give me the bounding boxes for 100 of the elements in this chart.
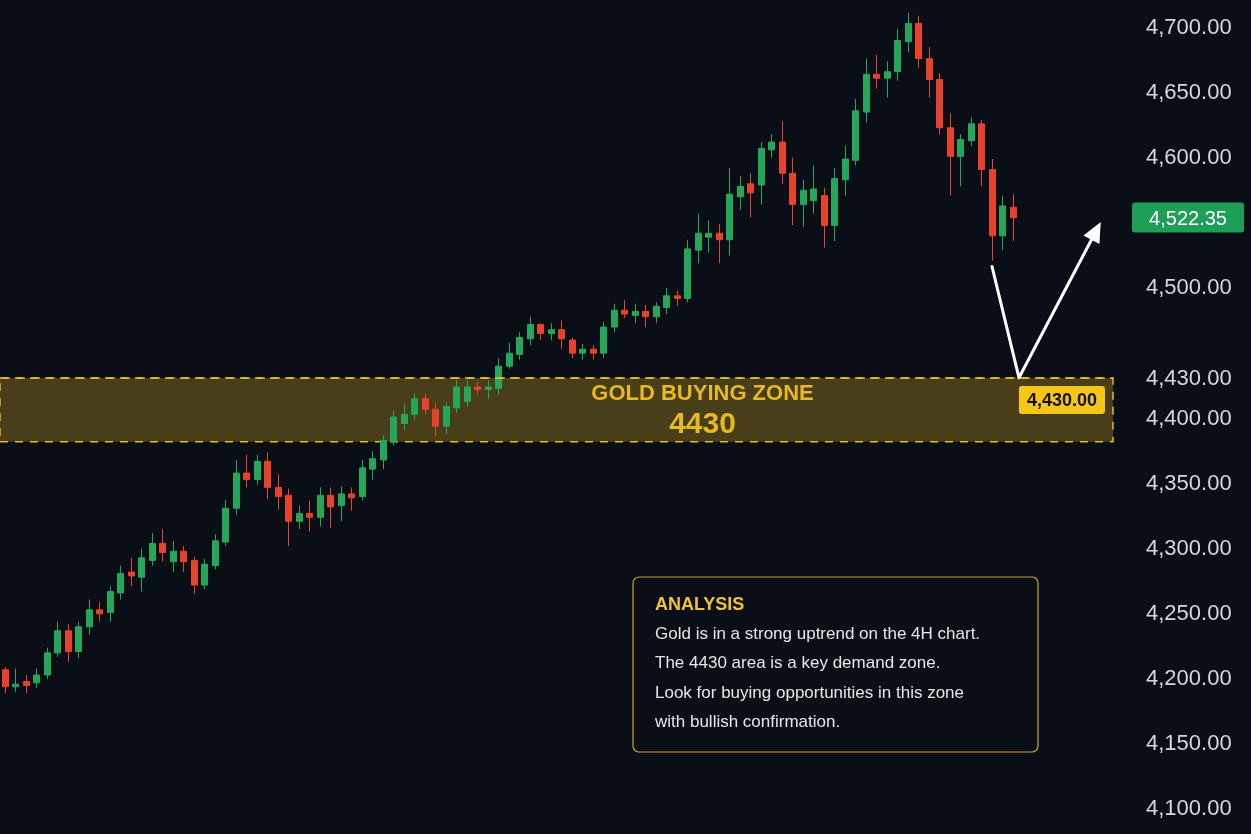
candlestick — [254, 454, 261, 486]
annotation: ANALYSIS — [655, 594, 745, 614]
candlestick — [569, 337, 576, 359]
candlestick — [54, 621, 61, 658]
candlestick — [758, 141, 765, 206]
candlestick — [338, 485, 345, 522]
candlestick — [170, 540, 177, 573]
y-tick-label: 4,430.00 — [1146, 365, 1232, 391]
candlestick — [915, 15, 922, 69]
candlestick — [222, 499, 229, 547]
candlestick — [149, 532, 156, 567]
candlestick — [33, 668, 40, 689]
candlestick — [684, 239, 691, 303]
candlestick — [537, 322, 544, 341]
candlestick — [779, 120, 786, 185]
ref-line-label: 4,430.00 — [1026, 389, 1097, 410]
candlestick — [96, 601, 103, 623]
candlestick — [117, 565, 124, 600]
candlestick — [453, 380, 460, 414]
candlestick — [443, 402, 450, 435]
candlestick — [432, 402, 439, 438]
y-tick-label: 4,650.00 — [1146, 78, 1232, 104]
candlestick — [128, 557, 135, 587]
candlestick — [611, 303, 618, 333]
candlestick — [621, 299, 628, 319]
candlestick — [968, 116, 975, 147]
y-tick-label: 4,400.00 — [1146, 404, 1232, 430]
candlestick — [201, 558, 208, 590]
candlestick — [296, 505, 303, 530]
candlestick — [243, 454, 250, 488]
candlestick — [737, 175, 744, 211]
candlestick — [674, 290, 681, 307]
candlestick — [44, 647, 51, 680]
candlestick — [233, 459, 240, 516]
candlestick — [212, 533, 219, 570]
candlestick — [75, 621, 82, 659]
candlestick — [894, 28, 901, 82]
candlestick — [86, 598, 93, 636]
candlestick — [138, 548, 145, 593]
candlestick — [821, 187, 828, 249]
y-tick-label: 4,100.00 — [1146, 795, 1232, 821]
candlestick — [978, 119, 985, 187]
candlestick — [527, 316, 534, 346]
candlestick — [947, 112, 954, 196]
candlestick — [275, 473, 282, 511]
candlestick — [926, 46, 933, 99]
y-tick-label: 4,350.00 — [1146, 469, 1232, 495]
candlestick — [642, 304, 649, 328]
candlestick — [810, 165, 817, 215]
candlestick — [747, 172, 754, 219]
candlestick — [485, 380, 492, 400]
candlestick — [1010, 193, 1017, 242]
candlestick — [23, 674, 30, 694]
candlestick — [789, 157, 796, 226]
candlestick — [422, 393, 429, 415]
candlestick — [495, 357, 502, 396]
candlestick — [264, 451, 271, 500]
y-tick-label: 4,700.00 — [1146, 13, 1232, 39]
candlestick — [369, 450, 376, 481]
candlestick — [800, 179, 807, 228]
candlestick — [327, 486, 334, 529]
candlestick — [401, 403, 408, 431]
candlestick — [191, 555, 198, 595]
y-tick-label: 4,600.00 — [1146, 143, 1232, 169]
candlestick — [12, 668, 19, 693]
candlestick — [905, 12, 912, 53]
candlestick — [474, 381, 481, 396]
candlestick — [285, 488, 292, 547]
candlestick — [579, 343, 586, 361]
candlestick — [390, 409, 397, 447]
candlestick — [359, 459, 366, 501]
candlestick — [653, 301, 660, 324]
candlestick — [831, 167, 838, 242]
candlestick — [306, 499, 313, 533]
candlestick — [726, 167, 733, 256]
candlestick — [632, 303, 639, 324]
candlestick — [716, 223, 723, 264]
candlestick — [548, 322, 555, 341]
candlestick — [65, 623, 72, 663]
candlestick — [600, 321, 607, 359]
annotation: Gold is in a strong uptrend on the 4H chart. The 4430 area is a key demand zone. Look for buying opportunities in this zone with bullish confirmation. — [654, 623, 981, 731]
candlestick — [180, 545, 187, 573]
candlestick — [506, 342, 513, 370]
candlestick — [989, 158, 996, 262]
candlestick — [558, 320, 565, 350]
candlestick — [2, 666, 9, 694]
candlestick — [936, 72, 943, 135]
candlestick — [705, 219, 712, 254]
candlestick — [884, 60, 891, 99]
candlestick — [317, 486, 324, 527]
candlestick — [380, 434, 387, 470]
candlestick — [863, 58, 870, 123]
y-tick-label: 4,500.00 — [1146, 274, 1232, 300]
candlestick — [348, 486, 355, 512]
y-tick-label: 4,200.00 — [1146, 665, 1232, 691]
y-tick-label: 4,300.00 — [1146, 534, 1232, 560]
y-tick-label: 4,250.00 — [1146, 599, 1232, 625]
band-label: GOLD BUYING ZONE 4430 — [591, 380, 814, 440]
candlestick — [999, 194, 1006, 251]
candlestick — [159, 528, 166, 563]
